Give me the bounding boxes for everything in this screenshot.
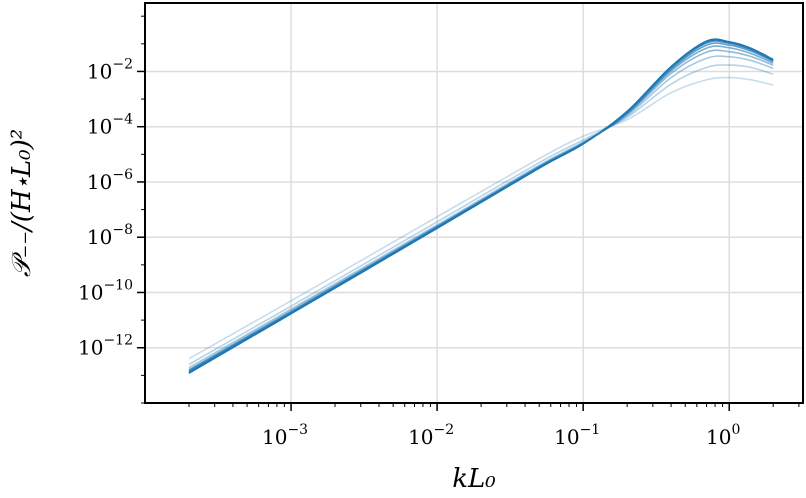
y-axis-label: 𝒫₋₋/(H⋆L₀)² (7, 129, 37, 277)
tick-layer (137, 15, 800, 411)
x-axis-label: kL₀ (452, 464, 496, 494)
x-tick-label: 100 (706, 422, 740, 449)
series-layer (188, 38, 774, 374)
series-line-9 (188, 38, 774, 374)
y-tick-label: 10−6 (87, 167, 133, 194)
tick-label-layer: 10−3 10−2 10−1 100 10−2 10−4 10−6 10−8 10−10 10−1… (78, 56, 740, 449)
y-tick-label: 10−2 (87, 56, 133, 83)
x-tick-label: 10−3 (262, 422, 308, 449)
plot-frame (144, 2, 804, 404)
x-tick-label: 10−2 (408, 422, 454, 449)
series-line-1 (188, 76, 774, 360)
y-tick-label: 10−4 (87, 112, 133, 139)
x-tick-label: 10−1 (554, 422, 600, 449)
y-tick-label: 10−10 (78, 277, 133, 304)
y-tick-label: 10−12 (78, 333, 133, 360)
grid-layer (145, 3, 803, 403)
y-tick-label: 10−8 (87, 222, 133, 249)
